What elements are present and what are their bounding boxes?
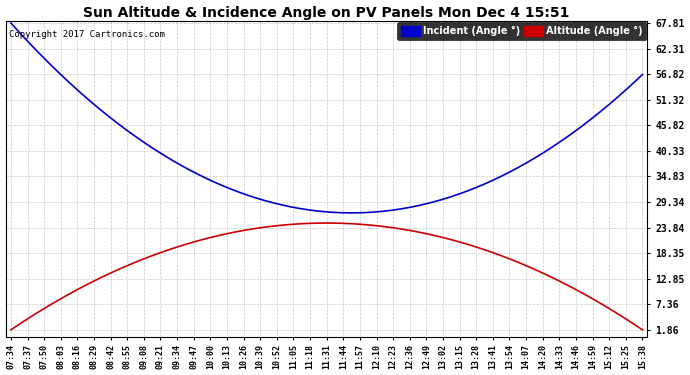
Text: Copyright 2017 Cartronics.com: Copyright 2017 Cartronics.com [9,30,165,39]
Title: Sun Altitude & Incidence Angle on PV Panels Mon Dec 4 15:51: Sun Altitude & Incidence Angle on PV Pan… [83,6,570,20]
Legend: Incident (Angle °), Altitude (Angle °): Incident (Angle °), Altitude (Angle °) [397,22,647,40]
